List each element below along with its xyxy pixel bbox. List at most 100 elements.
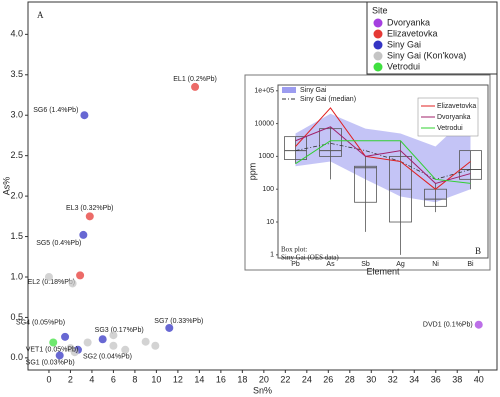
x-tick-label: 30	[366, 374, 376, 384]
x-tick-label: 36	[431, 374, 441, 384]
point	[79, 230, 88, 239]
x-tick-label: 40	[474, 374, 484, 384]
y-tick-label: 1e+05	[254, 88, 274, 95]
point	[98, 335, 107, 344]
point-label: EL2 (0.18%Pb)	[28, 279, 75, 286]
series-line	[295, 107, 471, 190]
point	[109, 341, 118, 350]
y-tick-label: 0.5	[10, 312, 23, 322]
legend-label: Elizavetovka	[437, 103, 476, 110]
point-label: DVD1 (0.1%Pb)	[423, 322, 473, 329]
point	[474, 320, 483, 329]
y-tick-label: 0.0	[10, 352, 23, 362]
x-tick-label: 12	[173, 374, 183, 384]
legend-label: Dvoryanka	[387, 17, 430, 27]
point	[68, 279, 77, 288]
x-tick-label: 18	[237, 374, 247, 384]
point-label: SG5 (0.4%Pb)	[36, 240, 81, 247]
x-tick-label: 22	[280, 374, 290, 384]
series-line	[295, 140, 471, 184]
legend-label: Elizavetovka	[387, 28, 438, 38]
plot-frame	[27, 1, 498, 371]
y-tick-label: 3.0	[10, 110, 23, 120]
point-label: EL1 (0.2%Pb)	[173, 76, 217, 83]
y-tick-label: 10000	[255, 120, 275, 127]
x-tick-label: Pb	[291, 261, 300, 268]
y-tick-label: 1.0	[10, 271, 23, 281]
x-tick-label: 24	[302, 374, 312, 384]
legend-marker	[373, 18, 383, 28]
x-tick-label: 10	[151, 374, 161, 384]
x-tick-label: Ni	[432, 261, 439, 268]
point	[191, 82, 200, 91]
range-band	[295, 113, 471, 203]
x-tick-label: 2	[68, 374, 73, 384]
point-label: EL3 (0.32%Pb)	[66, 205, 113, 212]
x-tick-label: 38	[452, 374, 462, 384]
legend-label: Siny Gai	[300, 87, 327, 94]
point	[49, 338, 58, 347]
x-tick-label: 16	[216, 374, 226, 384]
x-tick-label: 34	[409, 374, 419, 384]
x-tick-label: 0	[46, 374, 51, 384]
point-label: SG6 (1.4%Pb)	[33, 107, 78, 114]
point-label: SG2 (0.04%Pb)	[83, 354, 132, 361]
y-tick-label: 3.5	[10, 69, 23, 79]
x-tick-label: Bi	[467, 261, 474, 268]
point-label: SG3 (0.17%Pb)	[95, 327, 144, 334]
y-tick-label: 4.0	[10, 29, 23, 39]
point	[141, 337, 150, 346]
x-tick-label: Sb	[361, 261, 370, 268]
legend-marker	[373, 40, 383, 50]
panel-label: A	[37, 10, 44, 20]
legend-title: Site	[372, 5, 388, 15]
point	[61, 332, 70, 341]
legend-label: Vetrodui	[387, 61, 420, 71]
x-tick-label: 26	[323, 374, 333, 384]
x-tick-label: 20	[259, 374, 269, 384]
legend-label: Dvoryanka	[437, 114, 471, 121]
y-tick-label: 1	[270, 252, 274, 259]
legend-swatch	[282, 87, 296, 93]
box-note: Box plot:	[281, 246, 307, 254]
y-tick-label: 10	[266, 219, 274, 226]
x-tick-label: 4	[89, 374, 94, 384]
legend-marker	[373, 29, 383, 39]
point	[165, 323, 174, 332]
y-tick-label: 1000	[258, 153, 274, 160]
y-tick-label: 1.5	[10, 231, 23, 241]
legend-marker	[373, 62, 383, 72]
inset-plot	[277, 84, 489, 259]
x-axis-label: Element	[366, 266, 400, 276]
y-axis-label: As%	[1, 177, 11, 196]
x-tick-label: 32	[388, 374, 398, 384]
point	[83, 338, 92, 347]
legend-label: Vetrodui	[437, 125, 463, 132]
box	[354, 165, 377, 203]
point	[80, 111, 89, 120]
point	[151, 341, 160, 350]
point	[76, 271, 85, 280]
x-tick-label: 6	[111, 374, 116, 384]
y-tick-label: 2.0	[10, 190, 23, 200]
y-tick-label: 100	[262, 186, 274, 193]
point	[121, 345, 130, 354]
x-tick-label: Ag	[396, 261, 405, 268]
legend-label: Siny Gai (Kon'kova)	[387, 50, 466, 60]
x-tick-label: 8	[132, 374, 137, 384]
point	[55, 351, 64, 360]
point-label: VET1 (0.05%Pb)	[26, 346, 79, 353]
legend-label: Siny Gai	[387, 39, 421, 49]
point	[66, 344, 75, 353]
point	[85, 212, 94, 221]
y-axis-label: ppm	[247, 163, 257, 181]
panel-label: B	[475, 246, 481, 256]
box-note: Siny Gai (OES data)	[281, 254, 339, 262]
box	[459, 150, 482, 180]
point-label: SG4 (0.05%Pb)	[16, 320, 65, 327]
point	[109, 331, 118, 340]
x-tick-label: As	[326, 261, 335, 268]
point	[44, 272, 53, 281]
legend-marker	[373, 51, 383, 61]
